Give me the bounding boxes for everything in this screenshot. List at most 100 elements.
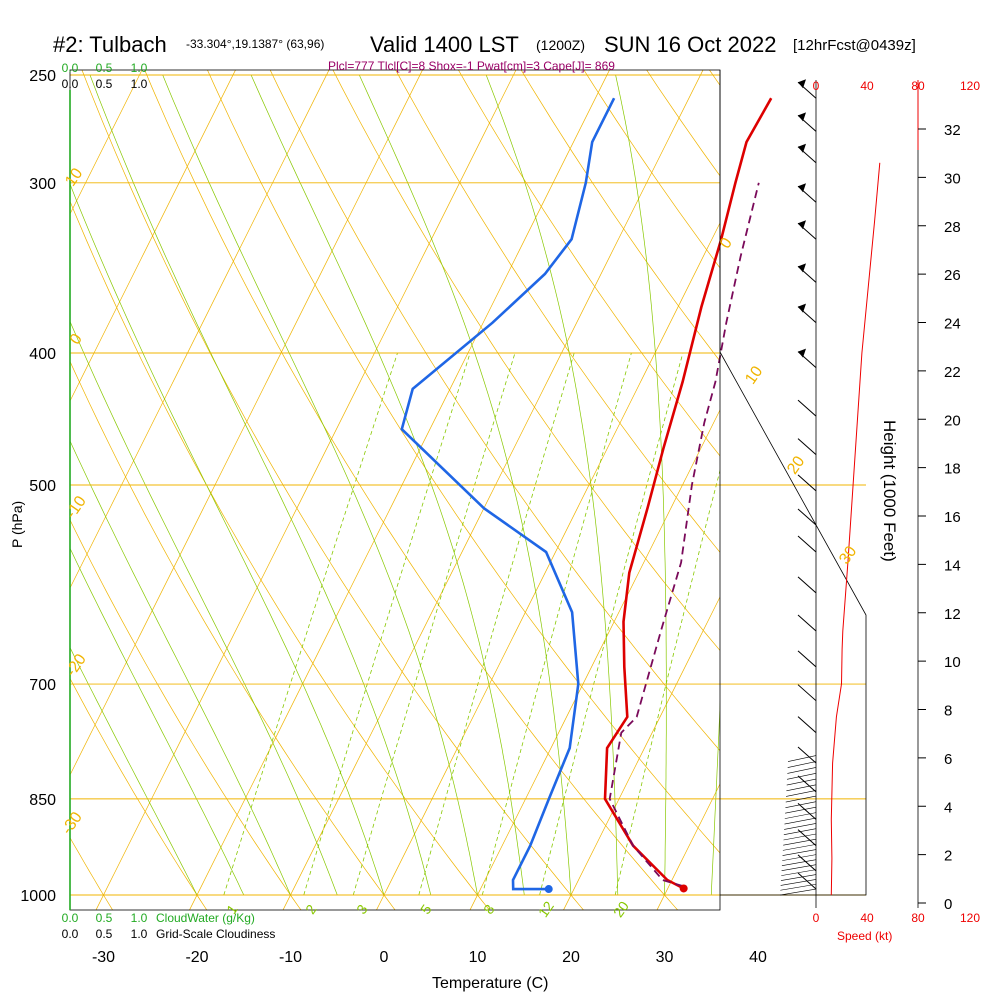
isotherm-line [189,70,610,910]
mixing-ratio-label: 5 [417,901,435,917]
parcel-line [608,182,760,887]
height-tick-label: 14 [944,557,961,574]
cloudwater-tick-bottom: 1.0 [131,911,148,925]
speed-tick-bottom: 80 [911,911,925,925]
wind-barb [797,438,817,456]
wind-barb [797,829,817,847]
panel-boundary [719,70,867,896]
moist-adiabat-line [89,74,432,896]
cloudiness-tick-bottom: 0.0 [62,927,79,941]
pressure-tick-label: 700 [29,677,56,694]
pressure-tick-label: 850 [29,792,56,809]
moist-adiabat-line [250,74,525,896]
speed-tick-top: 80 [911,79,925,93]
forecast-info: [12hrFcst@0439z] [793,37,916,54]
wind-barb-flag [798,303,806,313]
cloudwater-tick-top: 0.0 [62,61,79,75]
wind-barb [797,775,817,793]
wind-barb-panel [779,79,919,908]
wind-barb [783,833,817,841]
height-tick-label: 6 [944,751,952,768]
cloudwater-tick-top: 1.0 [131,61,148,75]
x-tick-label: 0 [380,949,389,966]
dry-adiabat-line [395,70,720,553]
sounding-parameters: Plcl=777 Tlcl[C]=8 Shox=-1 Pwat[cm]=3 Ca… [328,59,615,73]
mixing-ratio-line [418,352,575,896]
isotherm-line [70,70,143,215]
isotherm-line [744,51,1000,924]
wind-barb [783,838,817,846]
wind-barb [797,746,817,764]
wind-barb [787,755,817,762]
surface-temperature-point [679,884,688,893]
pressure-tick-label: 250 [29,68,56,85]
wind-barb [782,849,817,856]
wind-barb [785,801,817,808]
dry-adiabat-line [70,836,114,910]
isotherm-line [70,70,423,776]
wind-barb-flag [798,143,806,153]
dry-adiabat-label: 10 [62,165,86,189]
x-tick-label: -10 [279,949,302,966]
background-grid [70,51,1000,924]
cloudwater-tick-bottom: 0.5 [96,911,113,925]
mixing-ratio-label: 2 [302,901,320,917]
x-tick-label: -30 [92,949,115,966]
wind-barb [797,474,817,492]
mixing-ratio-label: 20 [610,898,632,920]
cloudiness-tick-top: 0.5 [96,77,113,91]
valid-time: Valid 1400 LST [370,32,519,57]
mixing-ratio-line [481,352,632,896]
moist-adiabat-line [70,183,385,896]
height-tick-label: 12 [944,606,961,623]
height-tick-label: 26 [944,267,961,284]
wind-speed-line [830,162,881,896]
cloudiness-label: Grid-Scale Cloudiness [156,927,275,941]
wind-barb [797,803,817,820]
sounding-series [400,97,773,894]
dry-adiabat-label: 10 [742,363,766,387]
dry-adiabat-label: -10 [63,493,90,522]
wind-barb [797,684,817,702]
height-tick-label: 16 [944,509,961,526]
x-tick-label: 10 [469,949,487,966]
wind-barb [797,650,817,668]
mixing-ratio-line [614,469,720,896]
wind-barb-flag [798,348,806,358]
dry-adiabat-label: -30 [59,809,86,838]
pressure-tick-label: 300 [29,176,56,193]
wind-barb [797,508,817,526]
wind-barb [784,817,817,825]
pressure-tick-label: 500 [29,478,56,495]
wind-barb [797,399,817,417]
dry-adiabat-line [332,70,720,652]
wind-barb-flag [798,79,806,89]
height-tick-label: 2 [944,848,952,865]
site-name: #2: Tulbach [53,32,167,57]
cloudwater-tick-top: 0.5 [96,61,113,75]
moist-adiabat-line [70,440,291,896]
wind-barb [785,806,817,814]
wind-barb [787,761,817,768]
dry-adiabat-line [70,519,302,910]
height-tick-label: 10 [944,654,961,671]
dry-adiabat-line [144,70,679,910]
height-tick-label: 22 [944,364,961,381]
dry-adiabat-line [81,70,584,910]
wind-barb [782,844,817,851]
wind-barb-flag [798,112,806,122]
height-axis-title: Height (1000 Feet) [880,420,899,562]
wind-barb [797,614,817,632]
temperature-line [603,97,773,890]
wind-barb [787,767,817,774]
dry-adiabat-line [269,70,720,752]
wind-barb [780,883,817,891]
mixing-ratio-label: 12 [535,898,557,920]
isotherm-line [70,70,236,402]
height-tick-label: 4 [944,799,952,816]
wind-barb [786,772,817,780]
x-axis-title: Temperature (C) [432,975,548,992]
speed-tick-top: 40 [860,79,874,93]
cloudwater-label: CloudWater (g/Kg) [156,911,255,925]
